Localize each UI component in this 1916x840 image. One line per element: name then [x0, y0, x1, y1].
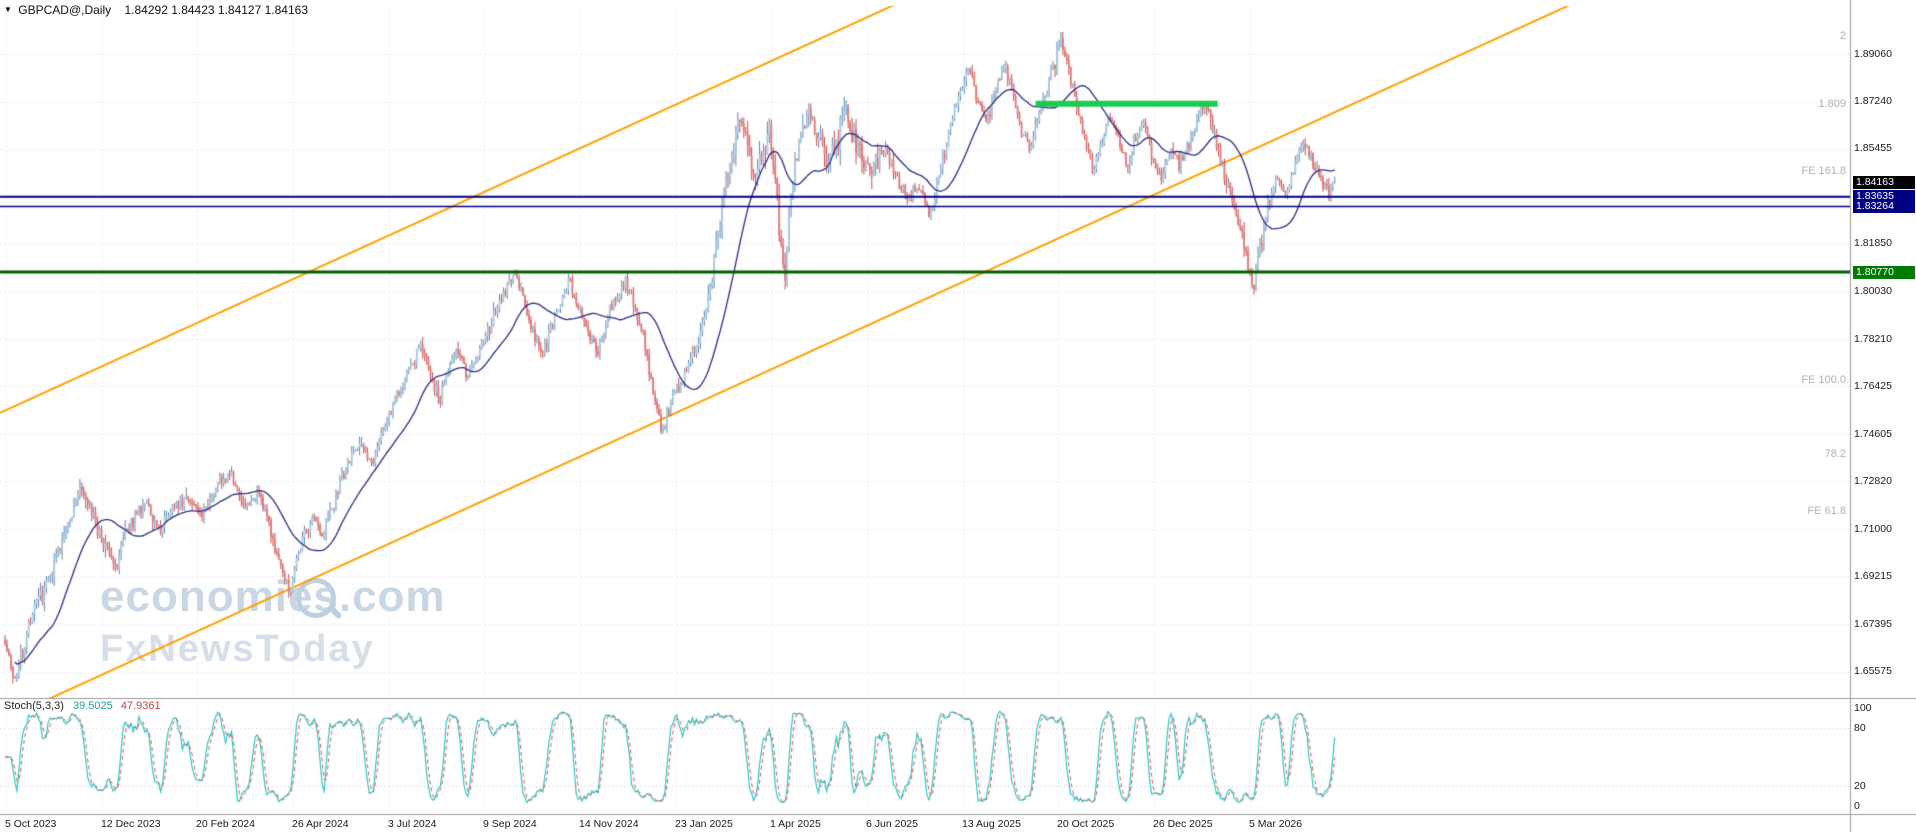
price-axis[interactable] [1850, 0, 1916, 814]
stoch-scale-label: 80 [1854, 721, 1866, 734]
fib-label: 78.2 [1824, 447, 1846, 460]
price-badge: 1.83264 [1853, 199, 1915, 213]
x-axis-label: 14 Nov 2024 [579, 818, 639, 830]
symbol-label: GBPCAD@,Daily [18, 3, 112, 17]
stoch-scale-label: 20 [1854, 780, 1866, 793]
y-axis-tick: 1.78210 [1854, 332, 1892, 345]
price-badge: 1.83635 [1853, 190, 1915, 204]
y-axis-tick: 1.72820 [1854, 474, 1892, 487]
fib-label: FE 100.0 [1801, 374, 1846, 386]
y-axis-tick: 1.74605 [1854, 427, 1892, 440]
x-axis-label: 5 Oct 2023 [5, 818, 57, 830]
y-axis-tick: 1.89060 [1854, 47, 1892, 60]
x-axis-label: 20 Feb 2024 [196, 818, 255, 830]
price-badge: 1.84163 [1853, 176, 1915, 190]
x-axis-label: 26 Apr 2024 [292, 818, 349, 830]
time-axis[interactable] [0, 814, 1850, 840]
stochastic-d-value: 47.9361 [120, 700, 161, 712]
y-axis-tick: 1.67395 [1854, 617, 1892, 630]
y-axis-tick: 1.85455 [1854, 142, 1892, 155]
x-axis-label: 1 Apr 2025 [770, 818, 821, 830]
symbol-dropdown-icon[interactable]: ▼ [4, 5, 12, 14]
stochastic-k-value: 39.5025 [72, 700, 113, 712]
y-axis-tick: 1.71000 [1854, 522, 1892, 535]
x-axis-label: 5 Mar 2026 [1249, 818, 1303, 830]
stochastic-name: Stoch(5,3,3) [4, 700, 64, 712]
stoch-scale-label: 0 [1854, 800, 1860, 812]
fib-label: 2 [1839, 30, 1846, 43]
stochastic-label: Stoch(5,3,3) 39.5025 47.9361 [4, 700, 161, 712]
x-axis-label: 12 Dec 2023 [101, 818, 161, 830]
fib-label: FE 61.8 [1807, 505, 1846, 518]
x-axis-label: 6 Jun 2025 [866, 818, 918, 830]
x-axis-label: 3 Jul 2024 [388, 818, 437, 830]
y-axis-tick: 1.69215 [1854, 569, 1892, 582]
y-axis-tick: 1.87240 [1854, 95, 1892, 108]
ohlc-values: 1.84292 1.84423 1.84127 1.84163 [124, 3, 308, 17]
stoch-scale-label: 100 [1854, 702, 1872, 714]
x-axis-label: 20 Oct 2025 [1057, 818, 1115, 830]
y-axis-tick: 1.76425 [1854, 379, 1892, 392]
x-axis-label: 9 Sep 2024 [483, 818, 537, 830]
x-axis-label: 26 Dec 2025 [1153, 818, 1213, 830]
chart-header: ▼ GBPCAD@,Daily 1.84292 1.84423 1.84127 … [4, 3, 308, 17]
x-axis-label: 13 Aug 2025 [962, 818, 1021, 830]
fib-label: 1.809 [1818, 97, 1846, 110]
price-badge: 1.80770 [1853, 265, 1915, 279]
x-axis-label: 23 Jan 2025 [675, 818, 733, 830]
y-axis-tick: 1.65575 [1854, 665, 1892, 678]
y-axis-tick: 1.81850 [1854, 237, 1892, 250]
fib-label: FE 161.8 [1801, 164, 1846, 177]
y-axis-tick: 1.80030 [1854, 285, 1892, 298]
